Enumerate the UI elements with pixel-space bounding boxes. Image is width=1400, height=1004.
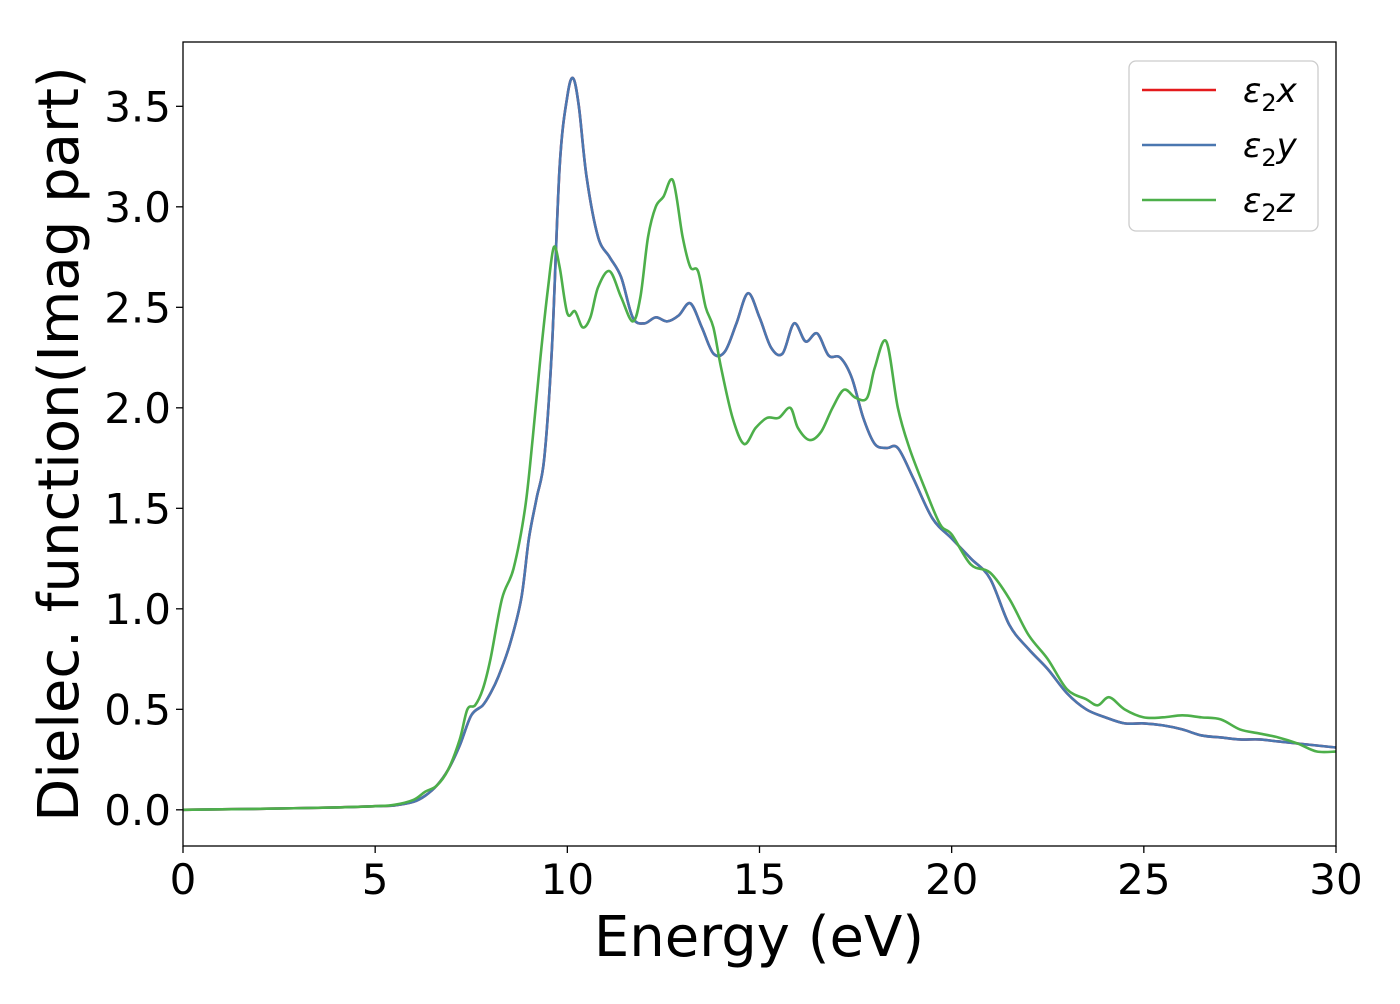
y-tick-label: 3.5 — [104, 82, 171, 131]
y-axis-ticks: 0.0 0.5 1.0 1.5 2.0 2.5 3.0 3.5 — [104, 82, 183, 835]
series-layer — [183, 76, 1336, 812]
legend-label-y: ε2y — [1243, 126, 1298, 172]
y-tick-label: 0.5 — [104, 685, 171, 734]
x-tick-label: 0 — [170, 855, 197, 904]
legend-items: ε2x ε2y ε2z — [1142, 71, 1298, 227]
legend-label-z: ε2z — [1243, 181, 1296, 227]
y-tick-label: 1.0 — [104, 585, 171, 634]
y-tick-label: 3.0 — [104, 183, 171, 232]
y-tick-label: 1.5 — [104, 484, 171, 533]
x-tick-label: 15 — [733, 855, 786, 904]
y-tick-label: 0.0 — [104, 786, 171, 835]
x-axis-ticks: 0 5 10 15 20 25 30 — [170, 846, 1363, 904]
x-tick-label: 5 — [362, 855, 389, 904]
y-axis-title: Dielec. function(Imag part) — [27, 66, 92, 822]
y-tick-label: 2.5 — [104, 283, 171, 332]
legend: ε2x ε2y ε2z — [1128, 60, 1319, 232]
x-tick-label: 30 — [1309, 855, 1362, 904]
legend-label-x: ε2x — [1243, 71, 1298, 117]
series-line-z — [183, 177, 1336, 812]
x-tick-label: 20 — [925, 855, 978, 904]
x-tick-label: 25 — [1117, 855, 1170, 904]
legend-box — [1128, 60, 1319, 232]
series-line-y — [183, 76, 1336, 812]
y-tick-label: 2.0 — [104, 384, 171, 433]
x-axis-title: Energy (eV) — [594, 905, 924, 970]
x-tick-label: 10 — [541, 855, 594, 904]
